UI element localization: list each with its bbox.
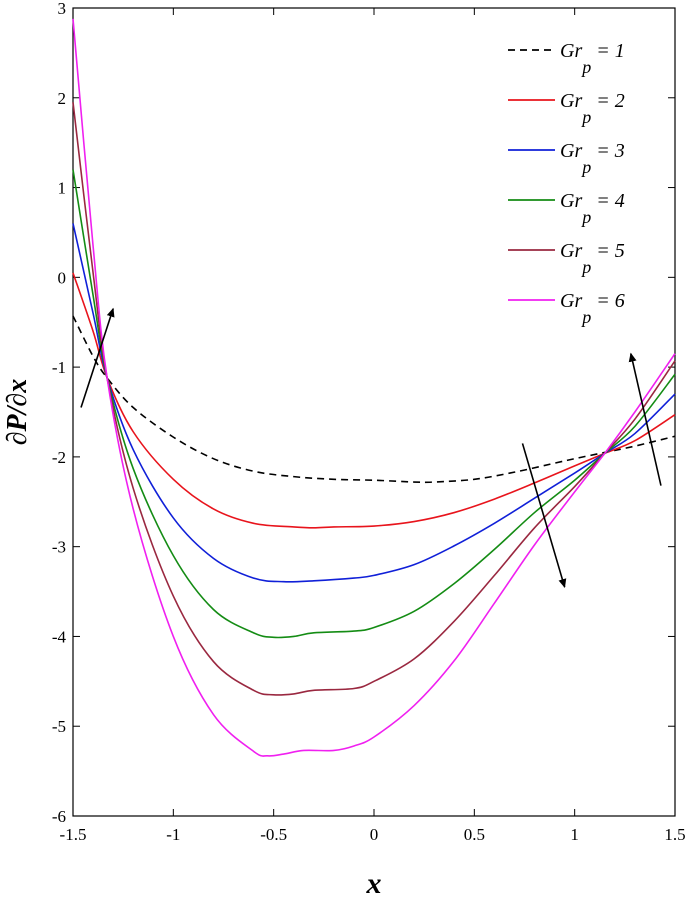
x-tick-label: 0.5: [464, 825, 485, 844]
y-tick-label: 0: [58, 268, 67, 287]
series-line-1: [72, 315, 676, 484]
y-tick-label: 2: [58, 89, 67, 108]
series-layer: [72, 18, 676, 757]
trend-arrow-2: [521, 443, 567, 589]
series-line-2: [72, 272, 676, 529]
legend-label-5: Grp = 5: [560, 240, 625, 277]
annotation-arrows: [80, 307, 662, 589]
trend-arrow-3: [628, 352, 662, 486]
y-tick-label: -4: [52, 627, 67, 646]
series-line-4: [72, 169, 676, 639]
series-line-5: [72, 102, 676, 696]
x-tick-label: -1: [166, 825, 180, 844]
series-line-3: [72, 223, 676, 583]
y-tick-label: -5: [52, 717, 66, 736]
y-tick-label: -6: [52, 807, 66, 826]
legend-label-6: Grp = 6: [560, 290, 625, 327]
y-tick-label: 3: [58, 0, 67, 18]
legend-label-1: Grp = 1: [560, 40, 625, 77]
x-tick-label: -0.5: [260, 825, 287, 844]
legend-label-4: Grp = 4: [560, 190, 625, 227]
y-tick-label: -3: [52, 538, 66, 557]
y-axis-title: ∂P/∂x: [2, 379, 33, 446]
legend-label-2: Grp = 2: [560, 90, 625, 127]
y-tick-label: 1: [58, 179, 67, 198]
plot-frame: [72, 7, 676, 817]
legend: Grp = 1 Grp = 2 Grp = 3 Grp = 4 Grp = 5 Grp =…: [508, 40, 625, 327]
legend-label-3: Grp = 3: [560, 140, 625, 177]
trend-arrow-1: [80, 307, 115, 408]
x-tick-label: -1.5: [60, 825, 87, 844]
series-line-6: [72, 18, 676, 757]
x-tick-label: 1: [570, 825, 579, 844]
x-tick-label: 1.5: [664, 825, 685, 844]
y-tick-label: -2: [52, 448, 66, 467]
x-axis-title: x: [366, 867, 382, 897]
y-tick-label: -1: [52, 358, 66, 377]
axis-ticks: -1.5 -1 -0.5 0 0.5 1 1.5 -6 -5 -4 -3 -2 -1 0 1 2 3: [52, 0, 685, 844]
x-tick-label: 0: [370, 825, 379, 844]
